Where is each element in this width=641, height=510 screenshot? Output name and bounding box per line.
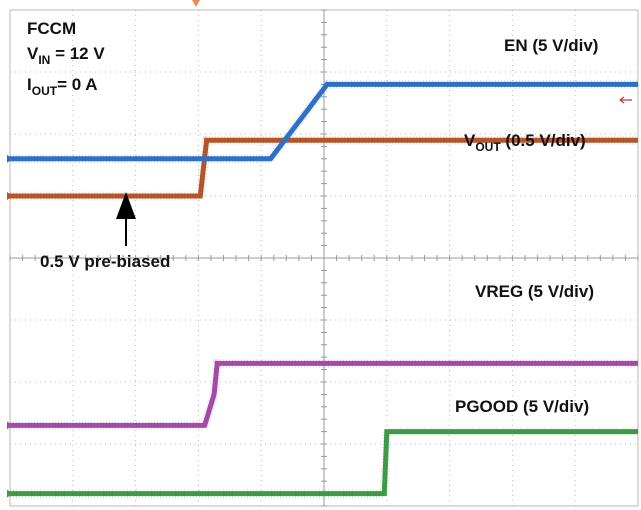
legend-vreg: VREG (5 V/div) bbox=[475, 282, 595, 301]
trigger-marker-icon bbox=[192, 0, 200, 7]
annotation-arrow-icon bbox=[116, 192, 136, 219]
trace-vreg bbox=[10, 360, 638, 428]
vin-label: VIN = 12 V bbox=[27, 44, 105, 67]
channel-marker-vout-icon bbox=[7, 154, 13, 163]
legend-en: EN (5 V/div) bbox=[504, 36, 599, 55]
legend-pgood: PGOOD (5 V/div) bbox=[455, 397, 590, 416]
channel-marker-en-icon bbox=[7, 192, 13, 200]
legend-vout: VOUT (0.5 V/div) bbox=[464, 131, 586, 154]
traces bbox=[10, 79, 638, 499]
mode-label: FCCM bbox=[27, 19, 77, 38]
iout-label: IOUT= 0 A bbox=[27, 75, 98, 98]
graticule bbox=[9, 9, 639, 507]
trace-noise-pgood bbox=[10, 427, 638, 499]
channel-marker-pgood-icon bbox=[7, 489, 13, 498]
trace-vout bbox=[10, 81, 638, 162]
trace-pgood bbox=[10, 429, 638, 497]
channel-marker-vreg-icon bbox=[7, 421, 13, 430]
prebias-annotation: 0.5 V pre-biased bbox=[40, 252, 171, 271]
trace-en bbox=[10, 137, 638, 199]
trigger-level-arrow-icon bbox=[619, 96, 632, 104]
channel-markers bbox=[7, 154, 13, 498]
trace-noise-en bbox=[10, 135, 638, 201]
trace-noise-vreg bbox=[10, 358, 638, 430]
